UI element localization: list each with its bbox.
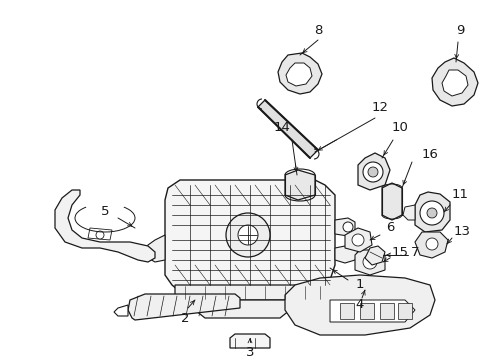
Polygon shape <box>278 53 321 94</box>
Polygon shape <box>339 303 353 319</box>
Circle shape <box>362 255 376 269</box>
Polygon shape <box>402 205 414 220</box>
Circle shape <box>367 167 377 177</box>
Polygon shape <box>334 218 354 236</box>
Circle shape <box>426 208 436 218</box>
Circle shape <box>419 201 443 225</box>
Polygon shape <box>258 100 317 158</box>
Polygon shape <box>285 275 434 335</box>
Polygon shape <box>379 303 393 319</box>
Polygon shape <box>397 303 411 319</box>
Polygon shape <box>381 183 401 220</box>
Text: 8: 8 <box>313 23 322 36</box>
Polygon shape <box>359 303 373 319</box>
Polygon shape <box>354 250 384 275</box>
Polygon shape <box>175 285 329 300</box>
Polygon shape <box>431 58 477 106</box>
Text: 1: 1 <box>355 279 364 292</box>
Text: 9: 9 <box>455 23 463 36</box>
Circle shape <box>238 225 258 245</box>
Text: 10: 10 <box>391 121 407 135</box>
Text: 3: 3 <box>245 346 254 359</box>
Polygon shape <box>164 180 334 290</box>
Circle shape <box>362 162 382 182</box>
Polygon shape <box>414 192 449 232</box>
Text: 15: 15 <box>391 246 407 258</box>
Text: 11: 11 <box>450 189 468 202</box>
Text: 12: 12 <box>371 102 387 114</box>
Text: 6: 6 <box>385 221 393 234</box>
Polygon shape <box>114 305 128 316</box>
Polygon shape <box>55 190 155 262</box>
Circle shape <box>351 234 363 246</box>
Text: 4: 4 <box>355 298 364 311</box>
Circle shape <box>225 213 269 257</box>
Polygon shape <box>229 334 269 348</box>
Circle shape <box>425 238 437 250</box>
Text: 5: 5 <box>101 206 109 219</box>
Polygon shape <box>334 245 357 263</box>
Polygon shape <box>145 235 164 262</box>
Text: 7: 7 <box>410 246 418 258</box>
Text: 13: 13 <box>452 225 469 238</box>
Text: 14: 14 <box>273 121 290 135</box>
Circle shape <box>342 222 352 232</box>
Polygon shape <box>88 228 112 240</box>
Polygon shape <box>364 246 384 265</box>
Polygon shape <box>195 300 289 318</box>
Polygon shape <box>345 228 371 252</box>
Polygon shape <box>285 170 314 200</box>
Polygon shape <box>285 63 311 86</box>
Circle shape <box>96 231 104 239</box>
Polygon shape <box>329 300 414 322</box>
Polygon shape <box>128 294 240 320</box>
Polygon shape <box>357 153 389 190</box>
Polygon shape <box>441 70 467 96</box>
Text: 2: 2 <box>181 311 189 324</box>
Text: 16: 16 <box>421 148 438 162</box>
Polygon shape <box>414 232 447 258</box>
